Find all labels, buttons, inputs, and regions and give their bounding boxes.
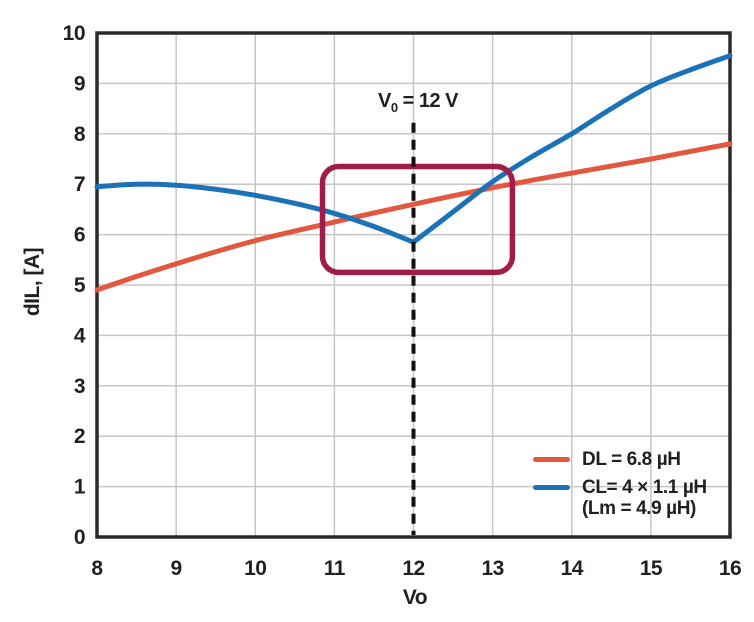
x-tick-label: 13 — [481, 557, 503, 580]
legend-label-cl-lm: (Lm = 4.9 µH) — [582, 498, 696, 519]
x-tick-label: 15 — [640, 557, 663, 580]
plot-frame — [95, 31, 732, 539]
y-tick-label: 10 — [63, 22, 85, 45]
y-tick-label: 7 — [74, 173, 85, 196]
legend-item-cl: CL= 4 × 1.1 µH (Lm = 4.9 µH) — [533, 476, 707, 520]
y-tick-label: 1 — [74, 476, 86, 499]
vline-label-sub: 0 — [390, 100, 398, 115]
y-tick-label: 9 — [74, 72, 85, 95]
legend-item-dl: DL = 6.8 µH — [533, 448, 707, 471]
series-line-0 — [94, 141, 733, 293]
vline-annotation-label: V0 = 12 V — [377, 90, 459, 115]
x-tick-label: 12 — [402, 557, 424, 580]
legend-label-cl: CL= 4 × 1.1 µH — [582, 477, 707, 498]
series-line-1 — [94, 181, 416, 245]
x-tick-label: 10 — [244, 557, 266, 580]
y-tick-label: 5 — [74, 274, 86, 297]
y-tick-label: 8 — [74, 123, 86, 146]
x-tick-label: 11 — [324, 557, 346, 580]
highlight-box — [319, 163, 516, 276]
legend: DL = 6.8 µH CL= 4 × 1.1 µH (Lm = 4.9 µH) — [533, 448, 707, 520]
y-tick-label: 3 — [74, 375, 85, 398]
legend-label-dl: DL = 6.8 µH — [582, 449, 681, 470]
x-tick-label: 9 — [171, 557, 182, 580]
y-tick-label: 4 — [74, 324, 86, 347]
y-tick-label: 2 — [74, 425, 85, 448]
x-tick-label: 16 — [719, 557, 741, 580]
y-tick-label: 0 — [74, 526, 85, 549]
legend-swatch-dl — [533, 457, 570, 462]
y-tick-label: 6 — [74, 224, 85, 247]
x-axis-label: Vo — [402, 586, 428, 609]
series-line-1 — [411, 53, 733, 245]
legend-swatch-cl — [533, 485, 570, 490]
x-tick-label: 14 — [561, 557, 584, 580]
y-axis-label: dIL, [A] — [21, 247, 44, 317]
vline-label-rest: = 12 V — [397, 90, 459, 112]
x-tick-label: 8 — [91, 557, 103, 580]
vline-label-base: V — [377, 90, 391, 112]
